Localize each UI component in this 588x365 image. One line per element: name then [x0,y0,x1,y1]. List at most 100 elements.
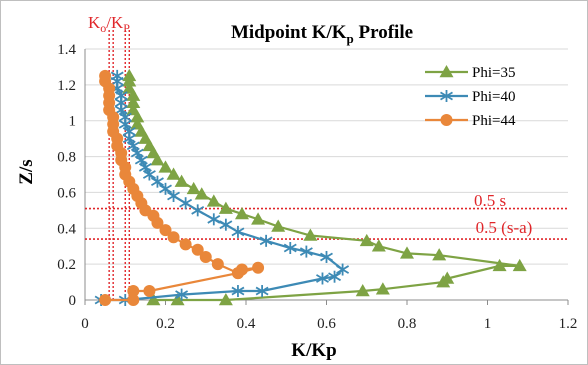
y-tick-label: 0.6 [57,185,76,201]
data-point [110,69,124,82]
data-point [138,131,153,144]
y-tick-label: 1.2 [57,78,76,94]
data-point [150,153,165,166]
ref-label-1: 0.5 (s-a) [476,218,533,237]
x-tick-label: 1 [484,316,492,332]
data-point [251,212,266,225]
legend: Phi=35 Phi=40 Phi=44 [425,65,516,129]
data-point [439,65,454,78]
data-point [259,234,273,247]
data-point [175,288,189,301]
data-point [231,225,245,238]
data-point [150,175,164,188]
data-point [186,181,201,195]
data-point [355,284,370,297]
data-point [283,242,297,255]
data-point [207,213,221,226]
series-group [94,68,527,306]
data-point [440,271,455,284]
x-tick-label: 0.2 [156,316,175,332]
data-point [142,138,157,152]
data-point [299,245,313,258]
data-point [158,160,173,173]
data-point [166,167,181,180]
x-tick-label: 1.2 [559,316,578,332]
data-point [303,228,318,241]
data-point [211,258,224,271]
data-point [199,250,212,263]
data-point [126,102,141,116]
data-point [252,261,265,274]
data-point [194,187,209,200]
legend-item: Phi=44 [425,113,516,129]
data-point [99,69,112,82]
data-point [167,190,181,203]
data-point [231,285,245,298]
y-tick-label: 1.4 [57,42,76,58]
data-point [127,294,140,306]
data-point [159,224,172,237]
y-tick-label: 0.2 [57,257,76,273]
data-point [122,68,137,82]
ref-label-0: 0.5 s [474,191,506,210]
data-point [359,233,374,247]
series-phi-44 [99,69,265,306]
data-point [440,90,453,102]
data-point [146,145,161,159]
y-tick-label: 0.4 [57,221,76,237]
data-point [512,258,527,272]
data-point [122,81,137,94]
x-tick-label: 0 [81,316,89,332]
data-point [255,285,269,298]
x-tick-label: 0.4 [237,316,256,332]
x-axis-label: K/Kp [291,340,336,361]
data-point [316,272,329,285]
data-point [179,197,193,210]
y-tick-label: 0 [69,293,77,309]
data-point [99,294,112,306]
data-point [218,293,233,306]
tick-labels: 0 0.2 0.4 0.6 0.8 1 1.2 1.4 0 0.2 0.4 0.6 0.8 1 1.2 [57,42,577,332]
data-point [159,182,172,195]
y-tick-label: 1 [69,114,77,130]
chart-title: Midpoint K/Kp Profile [231,22,413,46]
data-point [336,263,350,276]
data-point [231,267,244,280]
data-point [271,219,286,232]
legend-label: Phi=44 [472,113,516,129]
data-point [371,239,386,252]
y-tick-label: 0.8 [57,150,76,166]
data-point [167,231,180,244]
data-point [130,117,145,130]
data-point [126,88,141,101]
data-point [375,282,390,295]
data-point [174,174,189,187]
x-tick-label: 0.8 [398,316,417,332]
data-point [127,285,140,298]
data-point [126,95,141,109]
data-point [206,194,221,207]
series-phi-40 [94,69,350,306]
x-tick-label: 0.6 [317,316,336,332]
data-point [432,248,447,261]
data-point [130,110,145,123]
legend-label: Phi=40 [472,89,515,105]
data-point [492,258,507,272]
data-point [440,114,453,126]
legend-item: Phi=35 [425,65,515,81]
data-point [170,293,185,306]
data-point [179,238,192,251]
legend-item: Phi=40 [425,89,515,105]
data-point [320,250,333,263]
data-point [191,204,205,217]
y-axis-label: Z/s [16,159,37,184]
data-point [191,243,204,256]
data-point [219,218,233,231]
legend-label: Phi=35 [472,65,515,81]
data-point [328,270,342,283]
series-phi-35 [122,68,527,306]
data-point [218,201,233,214]
data-point [400,246,414,259]
